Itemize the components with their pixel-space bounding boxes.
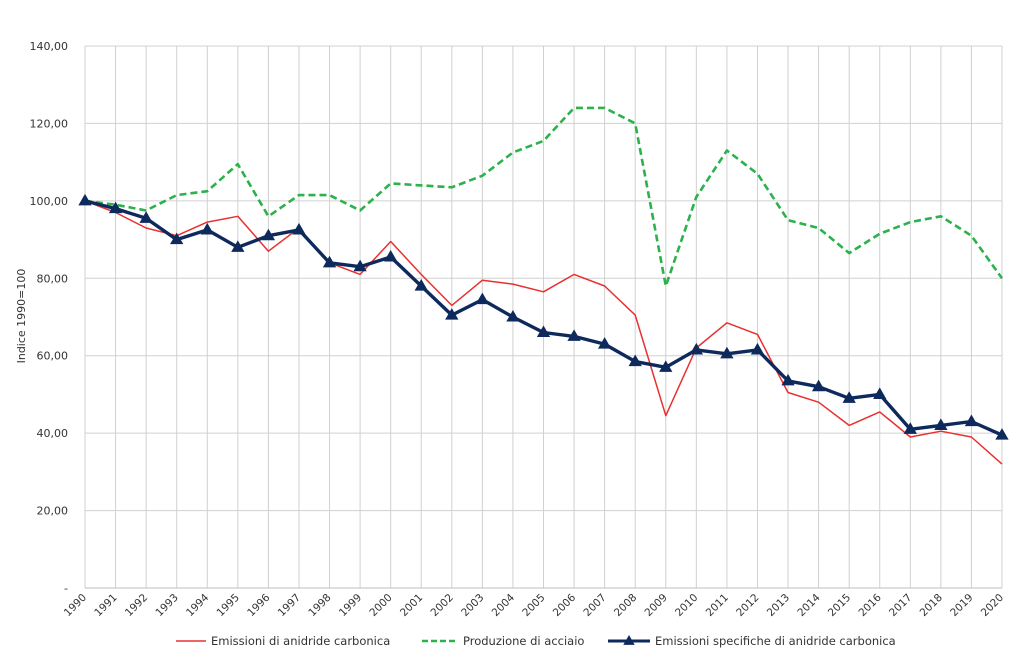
legend-label: Emissioni di anidride carbonica	[211, 634, 390, 648]
y-tick-label: 120,00	[30, 117, 69, 130]
legend: Emissioni di anidride carbonica Produzion…	[176, 634, 896, 648]
x-tick-label: 2006	[551, 591, 579, 619]
y-tick-label: -	[64, 582, 68, 595]
x-tick-labels: 1990 1991 1992 1993 1994 1995 1996 1997 1998 1999…	[62, 591, 1006, 619]
x-tick-label: 2014	[795, 591, 823, 619]
series-point	[353, 259, 367, 272]
x-tick-label: 2013	[765, 592, 792, 619]
series-point	[567, 329, 581, 341]
x-tick-label: 2009	[642, 592, 669, 619]
x-tick-label: 1997	[276, 592, 303, 619]
x-tick-label: 2011	[704, 592, 731, 619]
legend-label: Emissioni specifiche di anidride carboni…	[655, 634, 896, 648]
series-line-2	[84, 106, 1004, 288]
x-tick-label: 2005	[520, 592, 547, 619]
series-point	[261, 228, 276, 241]
series-point	[322, 255, 337, 268]
series-point	[781, 373, 795, 386]
x-tick-label: 2016	[856, 591, 884, 619]
x-tick-label: 2010	[673, 592, 700, 619]
x-tick-label: 2018	[918, 592, 945, 619]
series-point	[689, 342, 703, 355]
series-point	[536, 325, 551, 338]
y-tick-label: 40,00	[37, 427, 69, 440]
series-point	[506, 310, 520, 322]
x-tick-label: 2019	[948, 592, 975, 619]
series-point	[292, 222, 306, 235]
series-point	[750, 342, 765, 355]
y-tick-labels: - 20,00 40,00 60,00 80,00 100,00 120,00 140,00	[30, 40, 69, 595]
y-tick-label: 80,00	[37, 272, 69, 285]
x-tick-label: 2004	[490, 591, 518, 619]
x-tick-label: 2017	[887, 592, 914, 619]
series-point	[414, 279, 428, 291]
series-point	[842, 391, 856, 403]
x-tick-label: 1995	[215, 592, 242, 619]
series-point	[108, 201, 123, 214]
series-point	[811, 379, 826, 392]
x-tick-label: 2012	[734, 592, 761, 619]
series-point	[231, 240, 245, 252]
series-point	[903, 422, 917, 434]
x-tick-label: 1991	[92, 592, 119, 619]
grid	[84, 45, 1003, 589]
y-tick-label: 20,00	[37, 505, 69, 518]
y-tick-label: 100,00	[30, 195, 69, 208]
series-point	[139, 211, 153, 223]
series-point	[995, 428, 1009, 440]
x-tick-label: 1992	[123, 592, 150, 619]
series-point	[964, 414, 979, 427]
x-tick-label: 1999	[337, 592, 364, 619]
x-tick-label: 2015	[826, 592, 853, 619]
x-tick-label: 1998	[306, 592, 333, 619]
x-tick-label: 1990	[62, 592, 89, 619]
x-tick-label: 2020	[979, 592, 1006, 619]
series-point	[659, 360, 673, 372]
x-tick-label: 2007	[581, 592, 608, 619]
x-tick-label: 2000	[367, 592, 394, 619]
x-tick-label: 1993	[153, 592, 180, 619]
series-point	[78, 193, 92, 206]
x-tick-label: 2002	[429, 592, 456, 619]
series-point	[200, 222, 214, 235]
legend-marker	[623, 635, 635, 645]
y-tick-label: 60,00	[37, 350, 69, 363]
x-tick-label: 1994	[184, 591, 212, 619]
series-point	[873, 387, 887, 399]
series-point	[475, 292, 490, 305]
series	[78, 106, 1009, 465]
series-point	[445, 308, 459, 320]
series-point	[628, 354, 642, 367]
series-point	[170, 232, 184, 245]
series-point	[720, 346, 734, 359]
legend-label: Produzione di acciaio	[463, 634, 584, 648]
y-tick-label: 140,00	[30, 40, 69, 53]
series-point	[597, 337, 612, 349]
x-tick-label: 2008	[612, 592, 639, 619]
series-point	[384, 249, 398, 262]
x-tick-label: 2001	[398, 592, 425, 619]
series-point	[934, 418, 948, 430]
series-line-1	[84, 200, 1003, 465]
x-tick-label: 2003	[459, 592, 486, 619]
x-tick-label: 1996	[245, 591, 273, 619]
y-axis-label: Indice 1990=100	[15, 269, 28, 364]
